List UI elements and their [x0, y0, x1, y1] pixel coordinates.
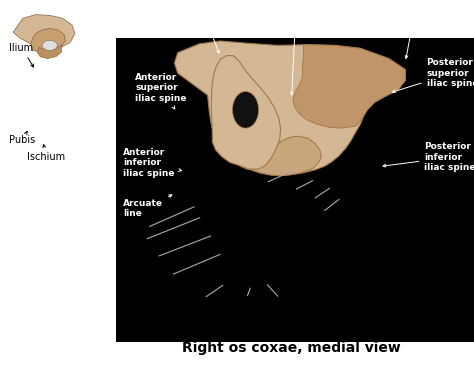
Polygon shape — [13, 15, 75, 49]
Text: Iliac crest: Iliac crest — [181, 15, 231, 53]
Text: Auricular surface for
articulation with
sacrum: Auricular surface for articulation with … — [244, 0, 349, 95]
Text: Posterior
inferior
iliac spine: Posterior inferior iliac spine — [383, 142, 474, 172]
Text: Pubis: Pubis — [9, 131, 36, 145]
Bar — [116, 38, 474, 342]
Text: Anterior
superior
iliac spine: Anterior superior iliac spine — [135, 73, 187, 109]
Bar — [0, 0, 111, 117]
Ellipse shape — [232, 92, 259, 128]
Text: Ilium: Ilium — [9, 42, 34, 67]
Polygon shape — [37, 45, 62, 59]
Polygon shape — [239, 136, 321, 176]
Text: Anterior
inferior
iliac spine: Anterior inferior iliac spine — [123, 148, 182, 178]
Text: Iliac
tuberosity: Iliac tuberosity — [388, 3, 441, 59]
Polygon shape — [293, 45, 405, 128]
Text: Arcuate
line: Arcuate line — [123, 195, 172, 219]
Ellipse shape — [42, 40, 57, 51]
Polygon shape — [31, 29, 65, 52]
Polygon shape — [174, 41, 405, 176]
Polygon shape — [211, 56, 281, 169]
Text: Posterior
superior
iliac spine: Posterior superior iliac spine — [392, 58, 474, 93]
Text: Right os coxae, medial view: Right os coxae, medial view — [182, 341, 401, 355]
Text: Ischium: Ischium — [27, 145, 65, 163]
